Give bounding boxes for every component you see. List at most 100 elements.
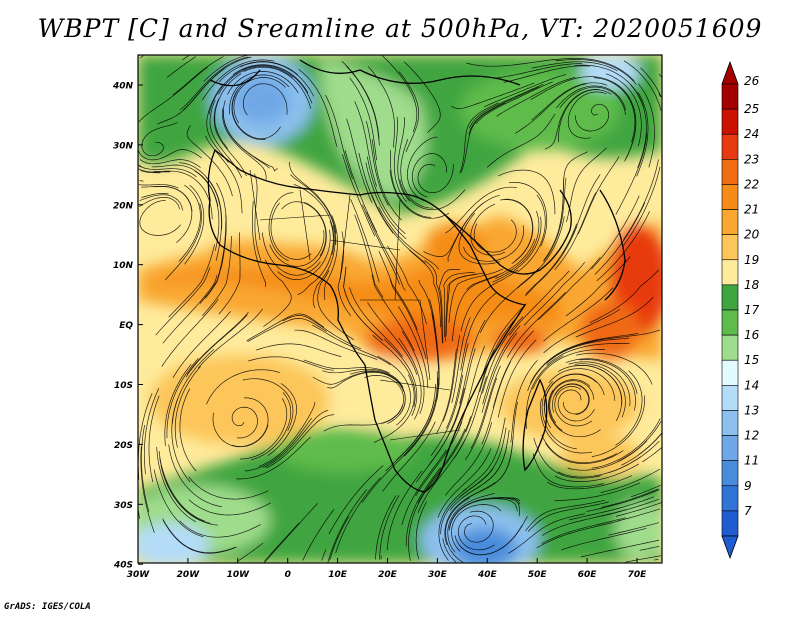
lon-tick-label: 40E <box>477 570 498 580</box>
streamline <box>263 503 318 563</box>
streamline <box>622 166 661 247</box>
colorbar-label: 16 <box>744 328 760 342</box>
streamline <box>183 56 252 111</box>
streamline <box>658 93 661 97</box>
streamline <box>197 308 263 369</box>
streamline <box>242 83 288 116</box>
streamline <box>617 508 661 522</box>
lat-tick-label: 20N <box>113 201 134 211</box>
streamline <box>561 527 647 551</box>
streamline <box>459 516 528 556</box>
streamline <box>248 356 334 371</box>
streamline <box>547 389 601 438</box>
streamline <box>252 200 267 287</box>
streamline <box>179 56 249 111</box>
streamline <box>443 271 475 338</box>
colorbar-swatch <box>721 435 739 461</box>
streamline <box>268 192 294 262</box>
streamline <box>312 324 391 366</box>
streamline <box>612 81 637 160</box>
colorbar: 26 25 24 23 22 21 20 19 18 17 16 15 14 13 12 11 9 7 <box>721 60 760 560</box>
streamline <box>358 152 394 234</box>
streamline <box>138 168 171 173</box>
streamline <box>216 182 227 269</box>
colorbar-swatch <box>721 359 739 386</box>
streamline <box>558 151 588 228</box>
streamline <box>250 392 292 461</box>
streamline <box>258 401 316 467</box>
streamline <box>407 136 438 202</box>
streamline <box>188 476 269 500</box>
colorbar-swatch <box>721 83 739 110</box>
streamline <box>389 279 427 360</box>
streamline <box>218 65 294 95</box>
streamline <box>542 509 626 536</box>
streamline <box>298 69 338 147</box>
streamline <box>153 469 204 538</box>
streamline <box>262 232 321 276</box>
streamline <box>408 492 426 561</box>
colorbar-label: 23 <box>744 152 759 166</box>
streamline <box>378 250 418 331</box>
lon-tick-label: 70E <box>628 570 648 580</box>
colorbar-swatch <box>721 234 739 261</box>
streamline <box>468 86 540 135</box>
streamline <box>506 291 566 358</box>
streamline <box>492 216 542 283</box>
streamline <box>630 484 661 498</box>
streamline <box>343 266 384 342</box>
lon-tick-label: 0 <box>285 570 291 580</box>
colorbar-label: 26 <box>744 74 760 88</box>
streamline <box>399 179 466 211</box>
streamline <box>448 268 504 323</box>
streamline <box>523 261 586 326</box>
streamline <box>160 465 218 526</box>
streamline <box>591 395 646 457</box>
streamline <box>509 181 548 247</box>
streamline <box>463 225 524 262</box>
streamline <box>445 497 470 563</box>
streamline <box>552 383 590 415</box>
streamline <box>463 510 494 543</box>
streamline <box>264 522 300 562</box>
streamline <box>243 66 312 109</box>
streamline <box>172 311 231 378</box>
streamline <box>594 202 646 275</box>
streamline <box>495 63 582 79</box>
streamline <box>141 425 150 513</box>
streamline <box>596 211 650 282</box>
streamline <box>236 436 311 480</box>
colorbar-swatch <box>721 334 739 361</box>
streamline <box>531 82 608 121</box>
software-credit: GrADS: IGES/COLA <box>4 602 91 612</box>
streamline <box>514 83 587 134</box>
lon-tick-label: 30E <box>428 570 448 580</box>
streamline <box>525 223 578 295</box>
streamline <box>141 122 178 157</box>
lon-tick-label: 50E <box>528 570 548 580</box>
streamline <box>263 259 292 327</box>
streamline <box>558 89 612 143</box>
streamline <box>567 91 607 139</box>
streamline <box>445 273 477 342</box>
streamline <box>430 374 464 457</box>
streamline <box>389 170 450 219</box>
streamline <box>375 495 397 560</box>
streamline <box>213 98 247 177</box>
streamline <box>263 409 329 468</box>
streamline <box>354 214 384 298</box>
streamline <box>354 101 377 187</box>
streamline <box>567 440 648 471</box>
streamline <box>404 377 439 457</box>
streamline <box>254 173 262 261</box>
streamline <box>349 370 406 416</box>
streamline <box>546 337 630 364</box>
streamline <box>335 477 381 554</box>
streamline <box>479 314 520 392</box>
streamline <box>517 216 565 289</box>
streamline <box>387 245 427 325</box>
streamline <box>440 467 494 535</box>
streamline <box>586 489 660 512</box>
streamlines <box>138 55 662 563</box>
streamline <box>638 83 655 168</box>
